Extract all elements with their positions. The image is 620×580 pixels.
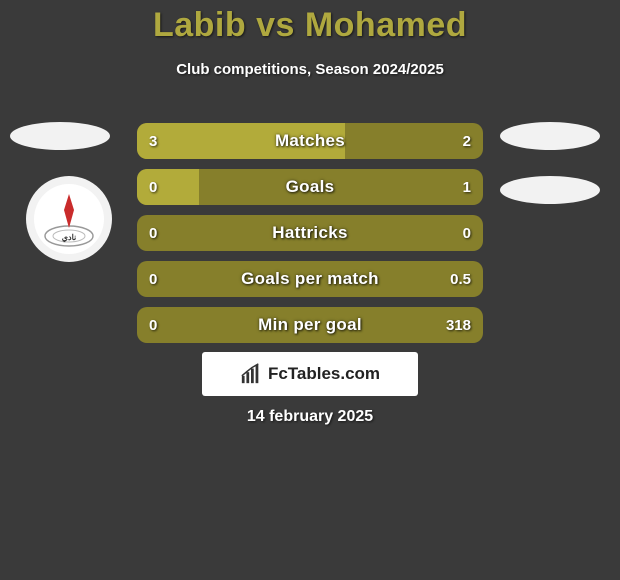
stat-label: Matches [137, 123, 483, 159]
club-badge-left: نادي [26, 176, 112, 262]
stat-value-right: 0 [463, 215, 471, 251]
club-crest-icon: نادي [34, 184, 104, 254]
stat-value-right: 0.5 [450, 261, 471, 297]
date-text: 14 february 2025 [0, 408, 620, 426]
stat-label: Min per goal [137, 307, 483, 343]
chart-bars-icon [240, 363, 262, 385]
stat-bar: 0Goals1 [137, 169, 483, 205]
infographic-root: Labib vs Mohamed Club competitions, Seas… [0, 0, 620, 580]
content-area: Labib vs Mohamed Club competitions, Seas… [0, 0, 620, 440]
stat-row: 0Goals per match0.5 [0, 256, 620, 302]
stat-label: Hattricks [137, 215, 483, 251]
stat-value-right: 2 [463, 123, 471, 159]
brand-text: FcTables.com [268, 364, 380, 384]
player-right-oval-2 [500, 176, 600, 204]
club-badge-inner: نادي [34, 184, 104, 254]
stat-row: 0Min per goal318 [0, 302, 620, 348]
page-title: Labib vs Mohamed [153, 6, 467, 45]
stat-label: Goals per match [137, 261, 483, 297]
stat-bar: 3Matches2 [137, 123, 483, 159]
stat-bar: 0Goals per match0.5 [137, 261, 483, 297]
stat-value-right: 1 [463, 169, 471, 205]
svg-text:نادي: نادي [62, 233, 77, 243]
subtitle: Club competitions, Season 2024/2025 [176, 61, 444, 78]
brand-box: FcTables.com [202, 352, 418, 396]
stat-value-right: 318 [446, 307, 471, 343]
stat-label: Goals [137, 169, 483, 205]
player-left-oval [10, 122, 110, 150]
stat-bar: 0Min per goal318 [137, 307, 483, 343]
player-right-oval [500, 122, 600, 150]
stat-bar: 0Hattricks0 [137, 215, 483, 251]
